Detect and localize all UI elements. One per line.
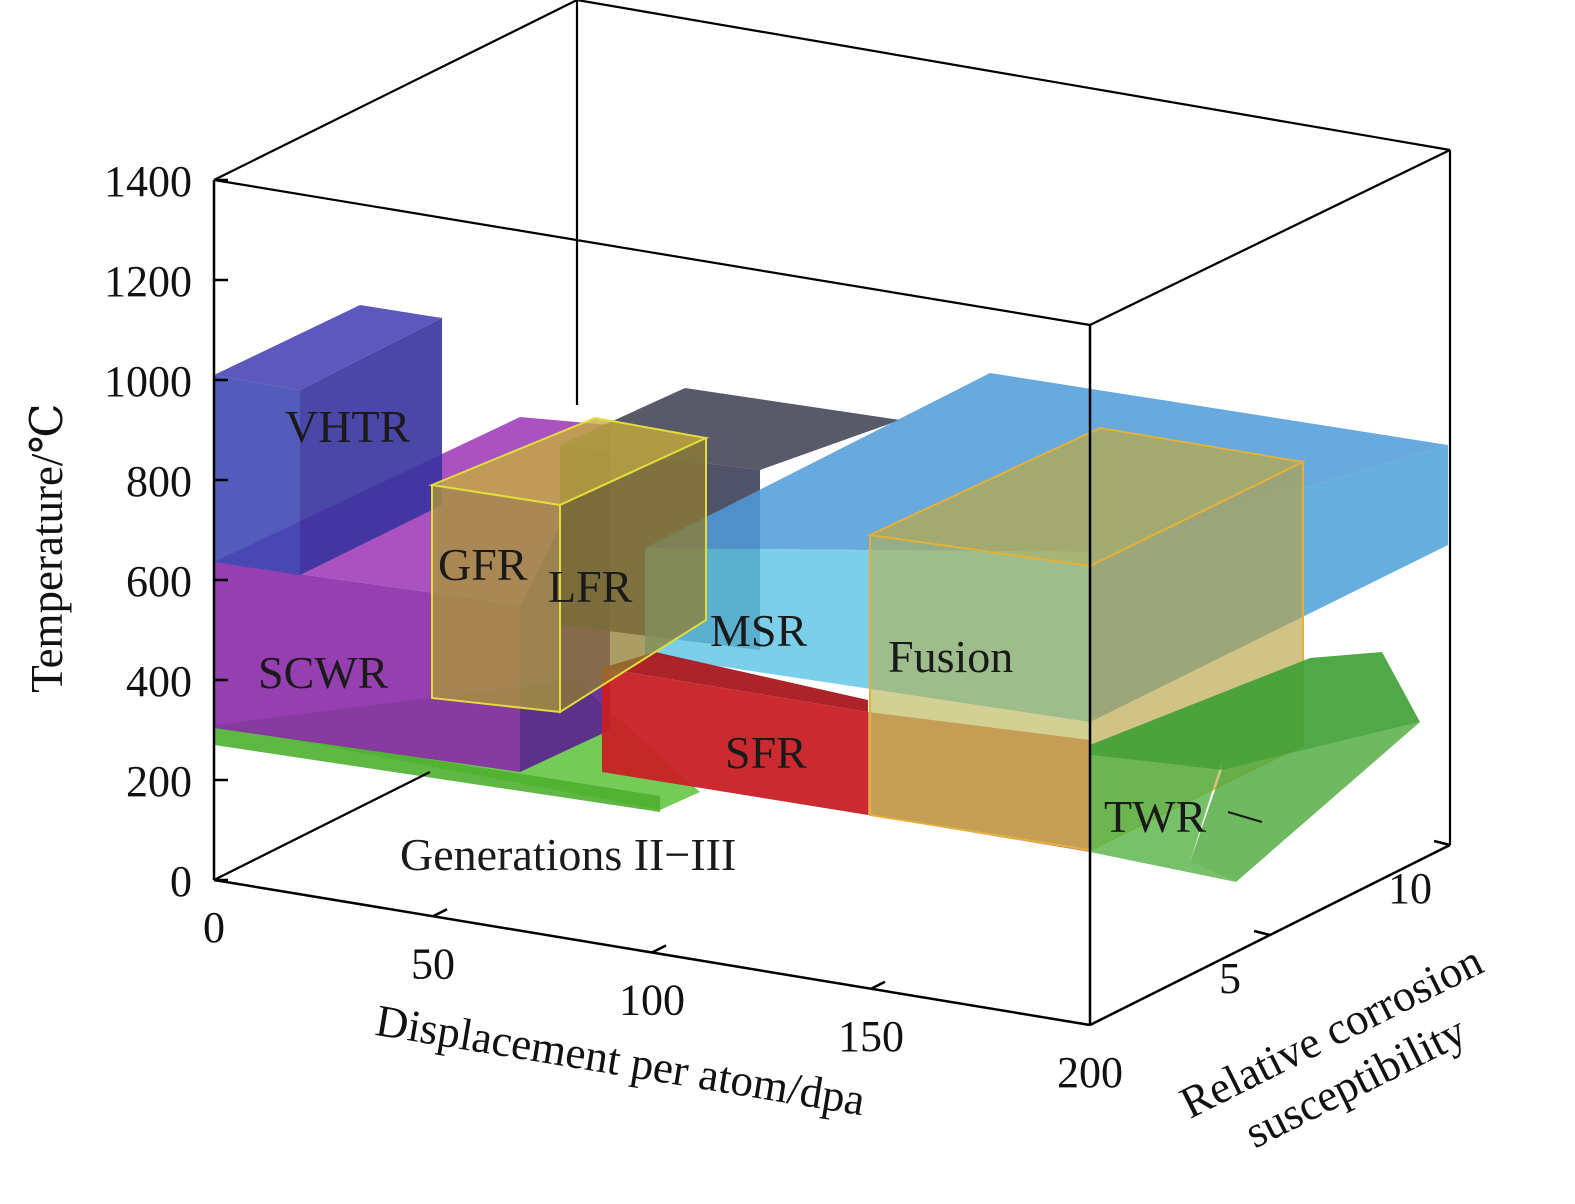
z-tick-mark	[1253, 929, 1271, 937]
label-fusion: Fusion	[888, 631, 1013, 682]
box-sfr-top	[602, 652, 868, 712]
y-tick-label: 1000	[104, 357, 192, 406]
x-tick-label: 150	[838, 1012, 904, 1061]
box-gfr-side	[559, 436, 707, 714]
label-sfr: SFR	[725, 727, 807, 778]
z-tick-mark	[1433, 839, 1451, 847]
z-tick-label: 10	[1388, 864, 1432, 913]
box-vhtr-side	[300, 318, 442, 575]
box-vhtr-front	[214, 375, 300, 575]
label-vhtr: VHTR	[285, 401, 411, 452]
label-scwr: SCWR	[258, 647, 389, 698]
x-tick-mark	[870, 980, 886, 990]
box-frame-back	[213, 0, 1452, 845]
label-lfr: LFR	[548, 561, 633, 612]
y-tick-label: 800	[126, 457, 192, 506]
box-gfr-front	[431, 483, 561, 714]
box-twr-arrow-side	[1190, 722, 1420, 882]
y-axis: 0 200 400 600 800 1000 1200 1400	[104, 157, 228, 906]
box-generations-front	[214, 725, 660, 812]
x-tick-label: 200	[1057, 1048, 1123, 1097]
label-msr: MSR	[710, 605, 807, 656]
y-axis-title: Temperature/℃	[22, 403, 72, 693]
frame-top-diagonal	[213, 178, 1091, 327]
z-tick-label: 5	[1219, 954, 1241, 1003]
twr-leader-line	[1227, 811, 1263, 823]
box-twr-arrow-front	[1090, 755, 1236, 882]
x-tick-mark	[432, 908, 448, 918]
label-gfr: GFR	[438, 539, 528, 590]
label-twr: TWR	[1104, 791, 1207, 842]
x-tick-mark	[651, 944, 667, 954]
box-twr	[1090, 652, 1420, 882]
y-tick-label: 1400	[104, 157, 192, 206]
y-tick-label: 600	[126, 557, 192, 606]
x-tick-label: 0	[203, 903, 225, 952]
label-generations-ii-iii: Generations II−III	[400, 829, 736, 880]
frame-bottom-back-left	[213, 771, 431, 881]
box-fusion-front	[869, 533, 1091, 852]
z-axis: 5 10	[1219, 839, 1451, 1003]
box-gfr	[428, 416, 710, 714]
frame-top-right-edge	[1089, 149, 1451, 326]
box-sfr-front	[602, 668, 868, 815]
box-vhtr-top	[214, 305, 442, 390]
frame-back-top-left	[213, 0, 578, 181]
y-tick-label: 1200	[104, 257, 192, 306]
y-tick-label: 200	[126, 757, 192, 806]
x-axis: 0 50 100 150 200	[203, 903, 1123, 1097]
box-twr-arrow-top	[1090, 652, 1420, 770]
y-tick-label: 0	[170, 857, 192, 906]
x-tick-label: 50	[411, 939, 455, 988]
frame-back-top-right	[576, 0, 1451, 152]
box-vhtr	[214, 305, 442, 575]
x-tick-label: 100	[619, 976, 685, 1025]
y-tick-label: 400	[126, 657, 192, 706]
